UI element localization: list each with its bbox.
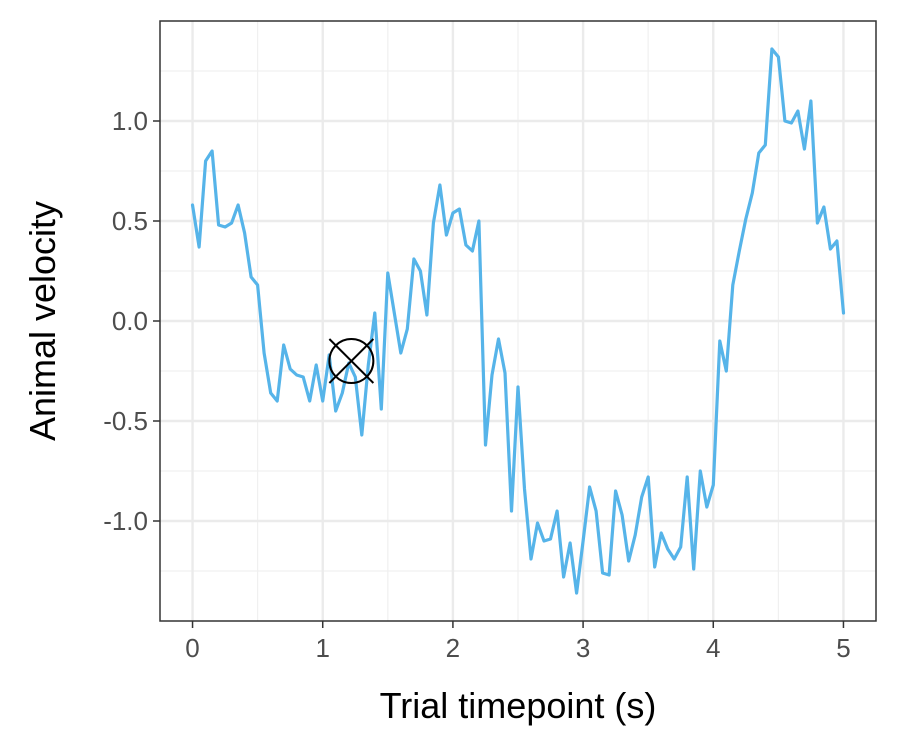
x-tick-label: 0 <box>185 633 199 663</box>
y-tick-label: -1.0 <box>103 506 148 536</box>
annotation-layer <box>328 338 375 384</box>
event-marker-cross <box>328 338 375 384</box>
x-tick-label: 3 <box>576 633 590 663</box>
y-axis: -1.0 -0.5 0.0 0.5 1.0 <box>103 106 160 536</box>
x-tick-label: 2 <box>446 633 460 663</box>
x-tick-label: 1 <box>315 633 329 663</box>
x-axis-title: Trial timepoint (s) <box>380 685 657 726</box>
x-tick-label: 5 <box>836 633 850 663</box>
velocity-line <box>190 47 846 595</box>
y-tick-label: 0.5 <box>112 206 148 236</box>
y-axis-title: Animal velocity <box>22 201 63 441</box>
x-tick-label: 4 <box>706 633 720 663</box>
y-tick-label: -0.5 <box>103 406 148 436</box>
x-axis: 0 1 2 3 4 5 <box>185 621 851 663</box>
event-marker-circle <box>328 338 375 384</box>
y-tick-label: 1.0 <box>112 106 148 136</box>
y-tick-label: 0.0 <box>112 306 148 336</box>
grid-major <box>160 21 876 621</box>
series-layer <box>190 47 846 595</box>
